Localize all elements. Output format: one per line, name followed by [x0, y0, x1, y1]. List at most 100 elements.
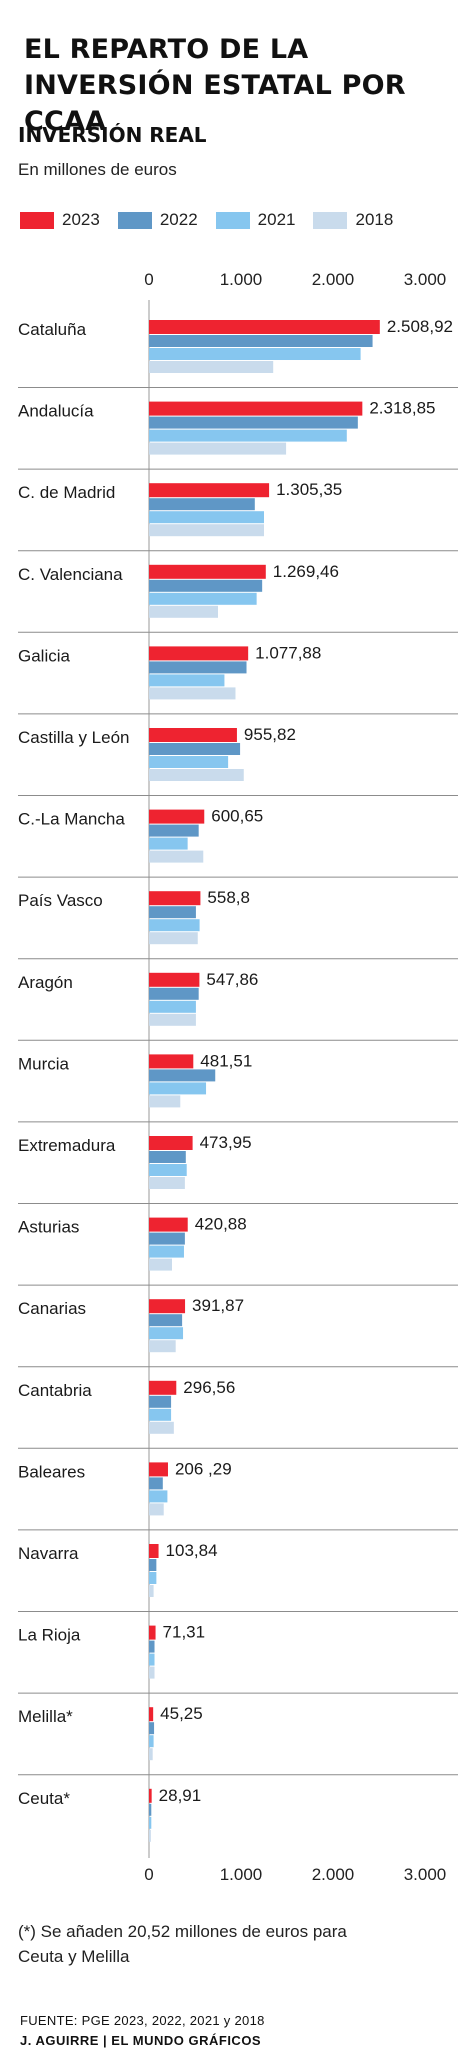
axis-tick-label-top: 1.000: [220, 270, 263, 289]
value-label: 45,25: [160, 1704, 203, 1723]
bar-2022: [149, 1559, 157, 1571]
bar-2018: [149, 769, 244, 781]
units-label: En millones de euros: [18, 160, 177, 179]
bar-2021: [149, 1735, 154, 1748]
bar-2021: [149, 674, 225, 687]
chart-title: EL REPARTO DE LA INVERSIÓN ESTATAL POR C…: [24, 34, 406, 137]
bar-2018: [149, 1748, 153, 1761]
axis-tick-label-bottom: 1.000: [220, 1865, 263, 1884]
bar-2022: [149, 579, 263, 592]
bar-2023: [149, 1788, 152, 1803]
value-label: 391,87: [192, 1296, 244, 1315]
value-label: 547,86: [206, 970, 258, 989]
bar-2018: [149, 1013, 196, 1026]
value-label: 2.508,92: [387, 317, 453, 336]
footnote: (*) Se añaden 20,52 millones de euros pa…: [18, 1922, 347, 1966]
value-label: 420,88: [195, 1215, 247, 1234]
bar-2018: [149, 687, 236, 700]
bar-2023: [149, 1462, 168, 1477]
category-label: Cantabria: [18, 1381, 92, 1400]
value-label: 2.318,85: [369, 399, 435, 418]
value-label: 473,95: [200, 1133, 252, 1152]
bar-2022: [149, 335, 373, 347]
bar-2018: [149, 605, 218, 618]
bar-2021: [149, 511, 264, 524]
value-label: 1.305,35: [276, 480, 342, 499]
category-label: Aragón: [18, 973, 73, 992]
category-label: Galicia: [18, 646, 71, 665]
category-label: Canarias: [18, 1299, 86, 1318]
legend-swatch-2023: [20, 211, 54, 229]
value-label: 296,56: [183, 1378, 235, 1397]
bar-2021: [149, 1572, 157, 1584]
bar-2021: [149, 592, 257, 605]
bar-2022: [149, 661, 247, 674]
bar-2022: [149, 498, 255, 511]
bar-2022: [149, 743, 241, 755]
bar-2018: [149, 442, 287, 455]
bar-2023: [149, 891, 201, 906]
bar-2023: [149, 728, 237, 742]
bar-2023: [149, 1299, 186, 1314]
bar-2022: [149, 1069, 216, 1082]
bar-2018: [149, 1503, 164, 1516]
bar-2021: [149, 919, 200, 932]
bar-2021: [149, 837, 188, 850]
axis-tick-label-bottom: 2.000: [312, 1865, 355, 1884]
bar-2022: [149, 1803, 152, 1816]
bar-2022: [149, 416, 358, 429]
bar-2023: [149, 401, 363, 416]
bar-2022: [149, 1232, 185, 1245]
bar-2023: [149, 1544, 159, 1558]
legend-label-2022: 2022: [159, 210, 198, 229]
bar-2022: [149, 1395, 172, 1408]
axis-tick-label-bottom: 0: [144, 1865, 153, 1884]
source-line: FUENTE: PGE 2023, 2022, 2021 y 2018: [20, 2013, 265, 2028]
bar-2021: [149, 429, 347, 442]
category-label: Baleares: [18, 1462, 85, 1481]
category-label: C.-La Mancha: [18, 810, 125, 829]
legend-item-2023: 2023: [20, 210, 100, 230]
bar-2021: [149, 756, 229, 768]
category-label: Andalucía: [18, 402, 94, 421]
bar-2022: [149, 1722, 155, 1735]
bar-2023: [149, 1380, 177, 1395]
legend-swatch-2022: [117, 211, 152, 229]
value-label: 558,8: [207, 888, 250, 907]
bar-2022: [149, 906, 196, 919]
bar-2023: [149, 646, 249, 661]
bar-2023: [149, 972, 200, 987]
bar-2018: [149, 1829, 151, 1842]
axis-tick-label-top: 0: [144, 270, 153, 289]
legend-label-2021: 2021: [257, 210, 296, 229]
bar-2022: [149, 987, 199, 1000]
category-label: Navarra: [18, 1544, 79, 1563]
category-label: Castilla y León: [18, 728, 130, 747]
value-label: 955,82: [244, 725, 296, 744]
value-label: 28,91: [159, 1786, 202, 1805]
bar-2022: [149, 1314, 183, 1327]
bar-2022: [149, 1640, 155, 1653]
category-label: La Rioja: [18, 1626, 81, 1645]
axis-tick-label-top: 2.000: [312, 270, 355, 289]
credit-line: J. AGUIRRE | EL MUNDO GRÁFICOS: [20, 2033, 262, 2048]
bar-2018: [149, 1095, 181, 1108]
bar-2021: [149, 348, 361, 360]
value-label: 103,84: [166, 1541, 218, 1560]
value-label: 481,51: [200, 1051, 252, 1070]
category-label: C. de Madrid: [18, 483, 115, 502]
bar-2018: [149, 1421, 174, 1434]
bar-chart: 0 1.000 2.000 3.000 0 1.000 2.000 3.000 Cataluña…: [18, 270, 458, 1884]
bar-2021: [149, 1000, 196, 1013]
category-label: Murcia: [18, 1054, 70, 1073]
value-label: 1.077,88: [255, 643, 321, 662]
bar-2021: [149, 1653, 155, 1666]
bar-2018: [149, 1666, 155, 1679]
bar-2023: [149, 483, 270, 498]
axis-tick-label-top: 3.000: [404, 270, 447, 289]
bar-2023: [149, 1054, 194, 1069]
legend-label-2018: 2018: [355, 210, 394, 229]
value-label: 71,31: [163, 1623, 206, 1642]
category-label: C. Valenciana: [18, 565, 123, 584]
bar-2021: [149, 1164, 187, 1176]
